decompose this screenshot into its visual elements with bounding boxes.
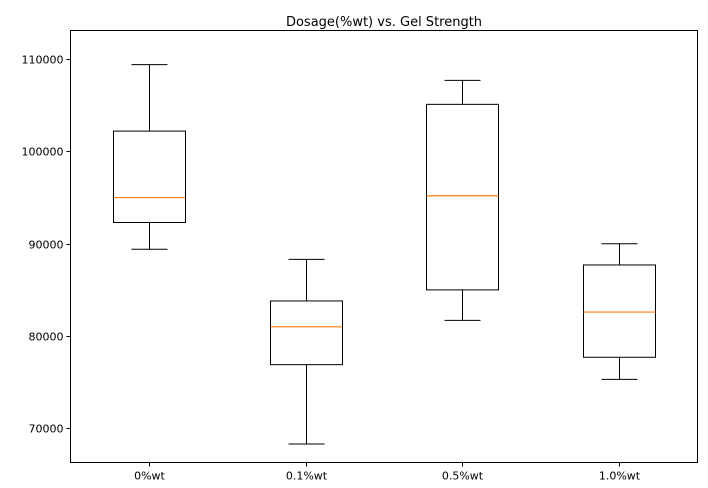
y-tick-label: 100000: [22, 146, 64, 159]
y-tick-label: 90000: [29, 239, 64, 252]
x-tick-label: 0%wt: [134, 470, 165, 483]
plot-area: [70, 30, 698, 463]
x-tick-label: 1.0%wt: [599, 470, 641, 483]
chart-title: Dosage(%wt) vs. Gel Strength: [286, 15, 482, 30]
y-tick-label: 70000: [29, 423, 64, 436]
x-axis: 0%wt 0.1%wt 0.5%wt 1.0%wt: [134, 462, 641, 483]
box-series: [113, 64, 656, 445]
box-0: [113, 64, 186, 250]
box-iqr: [583, 264, 656, 358]
x-tick-label: 0.5%wt: [442, 470, 484, 483]
box-1: [270, 258, 343, 445]
y-tick-label: 80000: [29, 331, 64, 344]
y-axis: 70000 80000 90000 100000 110000: [22, 54, 71, 436]
box-2: [426, 79, 499, 321]
box-3: [583, 243, 656, 380]
y-tick-label: 110000: [22, 54, 64, 67]
x-tick-label: 0.1%wt: [286, 470, 328, 483]
box-iqr: [270, 300, 343, 366]
box-iqr: [113, 130, 186, 223]
box-iqr: [426, 103, 499, 291]
